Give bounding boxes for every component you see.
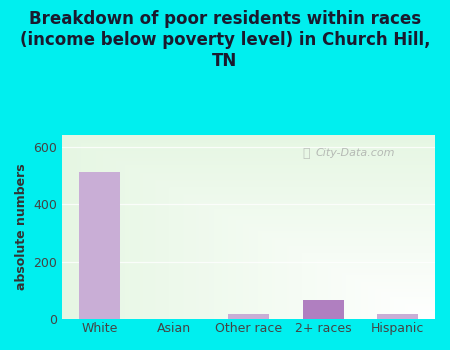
- Bar: [79, 173, 120, 319]
- Text: City-Data.com: City-Data.com: [316, 148, 395, 158]
- Text: ⦿: ⦿: [303, 147, 310, 160]
- Y-axis label: absolute numbers: absolute numbers: [15, 164, 28, 290]
- Bar: [377, 314, 418, 319]
- Bar: [228, 314, 269, 319]
- Bar: [303, 300, 344, 319]
- Text: Breakdown of poor residents within races
(income below poverty level) in Church : Breakdown of poor residents within races…: [20, 10, 430, 70]
